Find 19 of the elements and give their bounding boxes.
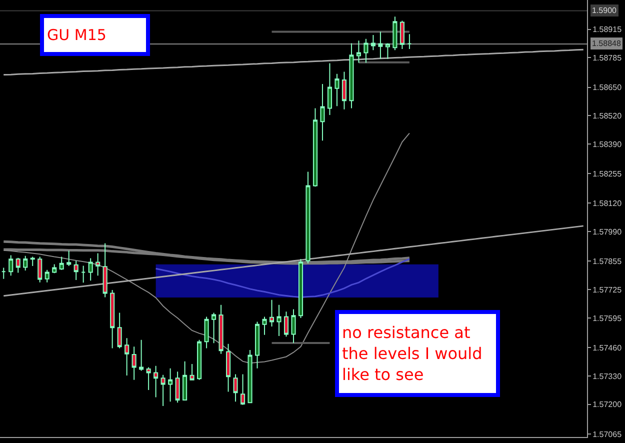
y-tick-label: 1.58650 — [592, 83, 622, 92]
y-tick-label: 1.57595 — [592, 314, 622, 323]
y-tick-label: 1.57065 — [592, 430, 622, 439]
ref-line-label: 1.5900 — [592, 6, 618, 15]
y-tick-label: 1.58915 — [592, 25, 622, 34]
y-tick-label: 1.58255 — [592, 169, 622, 178]
y-tick-label: 1.58785 — [592, 54, 622, 63]
y-tick-label: 1.57725 — [592, 285, 622, 294]
y-tick-label: 1.58390 — [592, 140, 622, 149]
y-tick-label: 1.57990 — [592, 227, 622, 236]
annotation: no resistance at the levels I would like to see — [342, 323, 482, 384]
y-tick-label: 1.57200 — [592, 400, 622, 410]
annotation: GU M15 — [47, 26, 106, 44]
y-tick-label: 1.57855 — [592, 256, 622, 266]
y-tick-label: 1.57330 — [592, 372, 622, 381]
y-tick-label: 1.58120 — [592, 198, 622, 208]
y-tick-label: 1.58520 — [592, 112, 622, 120]
y-tick-label: 1.57460 — [592, 343, 622, 352]
ref-line-label: 1.58848 — [592, 39, 622, 48]
